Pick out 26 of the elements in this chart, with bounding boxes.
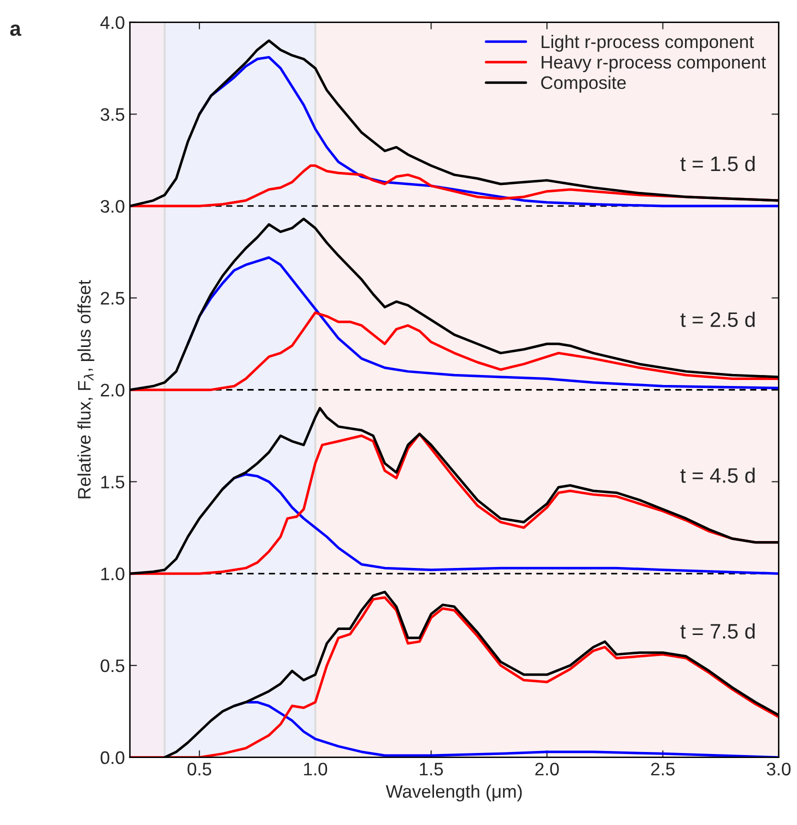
y-tick-label: 1.0: [101, 568, 124, 580]
line-series: [130, 311, 779, 392]
legend-label: Heavy r-process component: [542, 56, 766, 72]
annotation: t = 2.5 d: [680, 312, 755, 328]
legend-label: Light r-process component: [542, 34, 754, 52]
x-tick-label: 2.5: [651, 762, 675, 776]
legend-label: Composite: [541, 76, 626, 93]
y-tick-label: 2.0: [100, 384, 124, 397]
x-tick-label: 1.5: [420, 762, 443, 776]
y-axis-title: Relative flux, F$_{λ}$, plus offset: [77, 280, 94, 498]
x-tick-label: 3.0: [766, 762, 791, 776]
y-tick-label: 3.5: [100, 108, 124, 121]
x-tick-label: 0.5: [188, 762, 212, 776]
y-tick-label: 2.5: [100, 292, 124, 305]
y-tick-label: 3.0: [100, 200, 124, 213]
x-axis-title: Wavelength (μm): [386, 784, 522, 802]
x-tick-label: 2.0: [535, 762, 559, 776]
x-tick-label: 1.0: [304, 762, 328, 776]
y-tick-label: 0.5: [100, 659, 124, 672]
y-tick-label: 4.0: [100, 16, 124, 29]
text: a: [10, 24, 22, 36]
annotation: t = 4.5 d: [680, 468, 755, 483]
annotation: t = 7.5 d: [680, 623, 755, 639]
y-tick-label: 0.0: [100, 751, 124, 764]
annotation: t = 1.5 d: [680, 156, 755, 172]
y-tick-label: 1.5: [101, 476, 124, 488]
